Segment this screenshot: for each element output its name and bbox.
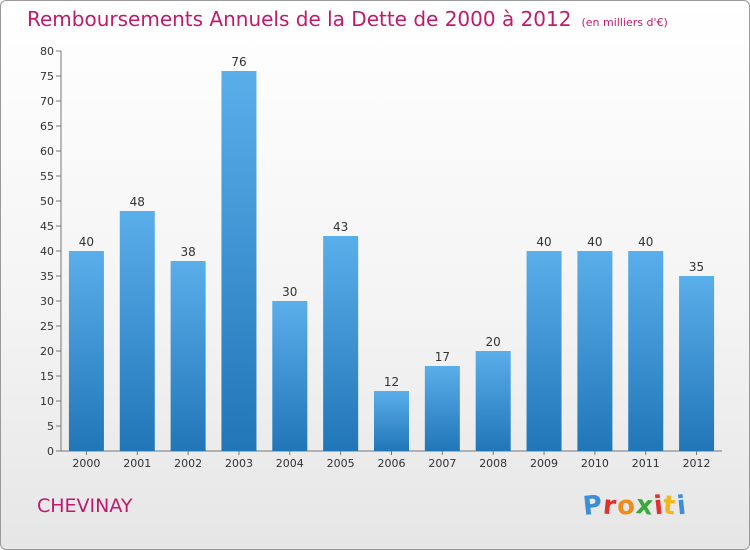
- data-label-2005: 43: [333, 220, 348, 234]
- bar-2002: [170, 261, 206, 451]
- x-tick-label-2006: 2006: [378, 457, 406, 470]
- data-label-2011: 40: [638, 235, 653, 249]
- chart-title: Remboursements Annuels de la Dette de 20…: [27, 7, 572, 31]
- title-line: Remboursements Annuels de la Dette de 20…: [27, 7, 668, 31]
- y-tick-label: 35: [40, 270, 54, 283]
- bar-2008: [475, 351, 511, 451]
- bar-2003: [221, 71, 257, 451]
- y-tick-label: 55: [40, 170, 54, 183]
- y-tick-label: 45: [40, 220, 54, 233]
- y-tick-label: 10: [40, 395, 54, 408]
- y-tick-label: 0: [47, 445, 54, 458]
- y-tick-label: 30: [40, 295, 54, 308]
- y-tick-label: 20: [40, 345, 54, 358]
- data-label-2012: 35: [689, 260, 704, 274]
- data-label-2003: 76: [231, 55, 246, 69]
- data-label-2007: 17: [435, 350, 450, 364]
- proxiti-logo[interactable]: Proxiti: [581, 490, 689, 522]
- x-tick-label-2007: 2007: [428, 457, 456, 470]
- x-tick-label-2001: 2001: [123, 457, 151, 470]
- bar-2000: [68, 251, 104, 451]
- bar-2009: [526, 251, 562, 451]
- x-tick-label-2012: 2012: [683, 457, 711, 470]
- x-tick-label-2009: 2009: [530, 457, 558, 470]
- data-label-2000: 40: [79, 235, 94, 249]
- y-tick-label: 50: [40, 195, 54, 208]
- data-label-2002: 38: [180, 245, 195, 259]
- bar-2004: [272, 301, 308, 451]
- axes: 0 5 10 15 20 25 30 35 40 45 50 55 60 65 70 75 80 2000 2001…: [40, 45, 722, 470]
- y-tick-label: 15: [40, 370, 54, 383]
- y-tick-label: 65: [40, 120, 54, 133]
- bar-2011: [628, 251, 664, 451]
- data-label-2006: 12: [384, 375, 399, 389]
- data-label-2001: 48: [130, 195, 145, 209]
- y-tick-label: 5: [47, 420, 54, 433]
- y-tick-label: 60: [40, 145, 54, 158]
- chart-subtitle: (en milliers d'€): [581, 16, 668, 29]
- x-tick-label-2004: 2004: [276, 457, 304, 470]
- x-tick-label-2002: 2002: [174, 457, 202, 470]
- y-tick-label: 75: [40, 70, 54, 83]
- y-tick-label: 80: [40, 45, 54, 58]
- x-tick-label-2010: 2010: [581, 457, 609, 470]
- bar-2010: [577, 251, 613, 451]
- y-tick-label: 70: [40, 95, 54, 108]
- y-tick-label: 40: [40, 245, 54, 258]
- bar-2001: [119, 211, 155, 451]
- data-label-2004: 30: [282, 285, 297, 299]
- x-tick-label-2000: 2000: [72, 457, 100, 470]
- bars: [68, 71, 715, 451]
- bar-2006: [374, 391, 409, 451]
- data-label-2010: 40: [587, 235, 602, 249]
- y-tick-label: 25: [40, 320, 54, 333]
- x-tick-label-2003: 2003: [225, 457, 253, 470]
- x-tick-label-2005: 2005: [327, 457, 355, 470]
- x-tick-label-2011: 2011: [632, 457, 660, 470]
- commune-name: CHEVINAY: [37, 495, 133, 517]
- logo-letter: i: [675, 490, 689, 522]
- bar-2007: [424, 366, 460, 451]
- data-label-2009: 40: [536, 235, 551, 249]
- data-label-2008: 20: [486, 335, 501, 349]
- data-labels: 40 48 38 76 30 43 12 17 20 40 40 40 35: [79, 55, 704, 389]
- bar-2012: [679, 276, 715, 451]
- x-tick-label-2008: 2008: [479, 457, 507, 470]
- bar-2005: [323, 236, 359, 451]
